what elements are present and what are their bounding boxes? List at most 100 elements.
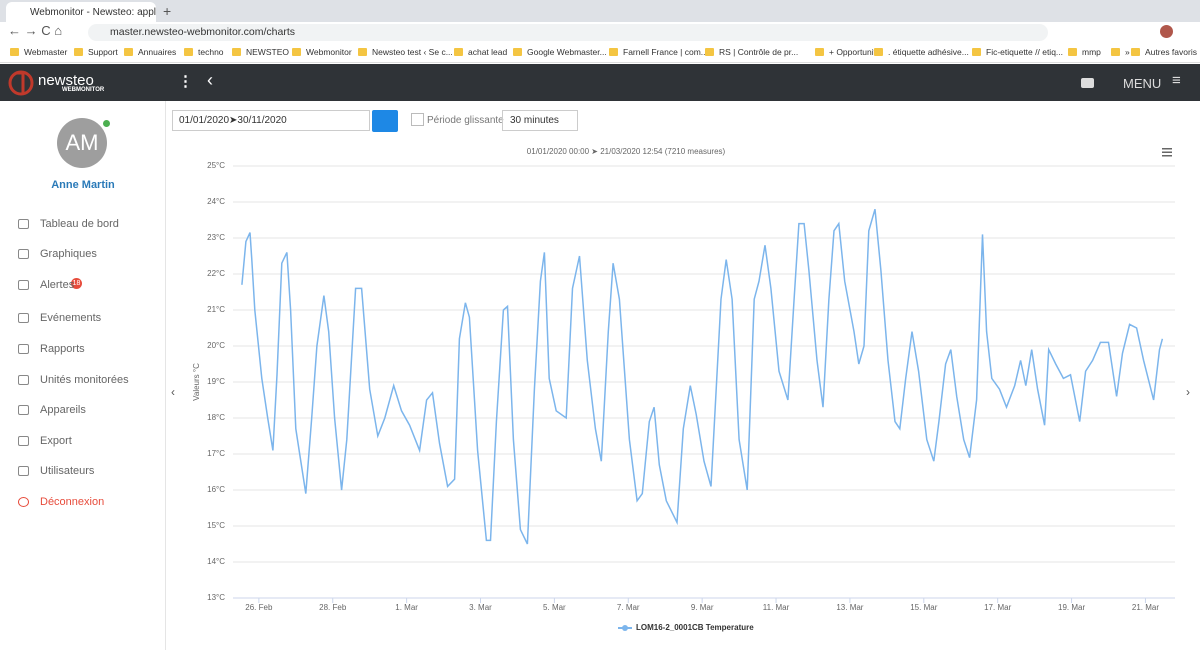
- menu-icon: [18, 375, 29, 385]
- menu-icon: [18, 344, 29, 354]
- x-tick-label: 3. Mar: [469, 603, 492, 612]
- x-tick-label: 26. Feb: [245, 603, 273, 612]
- youtube[interactable]: [1081, 78, 1094, 88]
- bookmark[interactable]: Autres favoris: [1131, 47, 1197, 57]
- bookmark[interactable]: Support: [74, 47, 118, 57]
- y-tick-label: 22°C: [207, 269, 225, 278]
- x-tick-label: 28. Feb: [319, 603, 347, 612]
- legend-label: LOM16-2_0001CB Temperature: [636, 623, 754, 632]
- bookmark[interactable]: achat lead: [454, 47, 507, 57]
- refresh-button[interactable]: [372, 110, 398, 132]
- menu-icon: [18, 219, 29, 229]
- checkbox[interactable]: [411, 113, 424, 126]
- y-tick-label: 24°C: [207, 197, 225, 206]
- bookmark[interactable]: Google Webmaster...: [513, 47, 607, 57]
- menu-item[interactable]: Evénements: [40, 312, 102, 324]
- menu-item[interactable]: Export: [40, 435, 72, 447]
- burger[interactable]: ≡: [1172, 72, 1181, 89]
- app-header: newsteo WEBMONITOR ⋮ ‹ MENU ≡: [0, 64, 1200, 101]
- x-tick-label: 17. Mar: [984, 603, 1011, 612]
- bookmark[interactable]: NEWSTEO: [232, 47, 289, 57]
- y-axis-label: Valeurs °C: [192, 363, 201, 401]
- menu-item[interactable]: Appareils: [40, 404, 86, 416]
- user-name[interactable]: Anne Martin: [51, 179, 115, 191]
- legend-marker: [622, 625, 628, 631]
- tab-bar: Webmonitor - Newsteo: applicati +: [0, 0, 1200, 22]
- y-tick-label: 18°C: [207, 413, 225, 422]
- menu-icon: [18, 497, 29, 507]
- y-tick-label: 21°C: [207, 305, 225, 314]
- url[interactable]: master.newsteo-webmonitor.com/charts: [88, 24, 1048, 41]
- y-tick-label: 25°C: [207, 161, 225, 170]
- bookmark[interactable]: . étiquette adhésive...: [874, 47, 969, 57]
- x-tick-label: 13. Mar: [836, 603, 863, 612]
- x-tick-label: 1. Mar: [395, 603, 418, 612]
- data-line: [241, 208, 1164, 545]
- x-tick-label: 15. Mar: [910, 603, 937, 612]
- x-tick-label: 9. Mar: [691, 603, 714, 612]
- menu-item[interactable]: Tableau de bord: [40, 218, 119, 230]
- avatar: AM: [57, 118, 107, 168]
- export-menu[interactable]: [1162, 148, 1172, 157]
- menu-item[interactable]: Unités monitorées: [40, 374, 129, 386]
- y-tick-label: 23°C: [207, 233, 225, 242]
- bookmarks-bar: Webmaster Support Annuaires techno NEWSTEO We…: [0, 42, 1200, 63]
- menu-icon: [18, 249, 29, 259]
- menu-icon: [18, 436, 29, 446]
- bookmark[interactable]: + Opportunité: [815, 47, 881, 57]
- profile[interactable]: [1160, 25, 1173, 38]
- x-tick-label: 7. Mar: [617, 603, 640, 612]
- sliding-label: Période glissante: [427, 115, 504, 126]
- alert-badge: 18: [71, 278, 82, 289]
- bookmark[interactable]: mmp: [1068, 47, 1101, 57]
- menu-icon: [18, 405, 29, 415]
- nav-buttons[interactable]: ← → C ⌂: [8, 23, 63, 38]
- menu-item[interactable]: Alertes: [40, 279, 75, 291]
- y-tick-label: 17°C: [207, 449, 225, 458]
- bookmark[interactable]: Fic-etiquette // etiq...: [972, 47, 1063, 57]
- bookmark[interactable]: RS | Contrôle de pr...: [705, 47, 798, 57]
- status-dot: [103, 120, 110, 127]
- bookmark[interactable]: Webmaster: [10, 47, 67, 57]
- bookmark[interactable]: »: [1111, 47, 1130, 57]
- y-tick-label: 19°C: [207, 377, 225, 386]
- chart-subtitle: 01/01/2020 00:00 ➤ 21/03/2020 12:54 (721…: [527, 147, 726, 156]
- x-tick-label: 5. Mar: [543, 603, 566, 612]
- logo-sub: WEBMONITOR: [62, 87, 105, 93]
- menu-icon: [18, 280, 29, 290]
- address-bar: ← → C ⌂ master.newsteo-webmonitor.com/ch…: [0, 22, 1200, 42]
- prev[interactable]: ‹: [171, 385, 175, 399]
- menu-item[interactable]: Utilisateurs: [40, 465, 95, 477]
- bookmark[interactable]: techno: [184, 47, 224, 57]
- logo: newsteo: [38, 72, 94, 89]
- bookmark[interactable]: Annuaires: [124, 47, 176, 57]
- bookmark[interactable]: Newsteo test ‹ Se c...: [358, 47, 453, 57]
- new-tab[interactable]: +: [163, 3, 172, 19]
- y-tick-label: 20°C: [207, 341, 225, 350]
- kebab[interactable]: ⋮: [178, 73, 193, 90]
- chart: 01/01/2020 00:00 ➤ 21/03/2020 12:54 (721…: [192, 147, 1175, 632]
- sidebar: AM Anne Martin 18 Tableau de bord Graphiq…: [0, 101, 166, 650]
- x-tick-label: 19. Mar: [1058, 603, 1085, 612]
- menu-icon: [18, 313, 29, 323]
- menu-item[interactable]: Graphiques: [40, 248, 97, 260]
- menu-icon: [18, 466, 29, 476]
- menu-item[interactable]: Rapports: [40, 343, 85, 355]
- y-tick-label: 13°C: [207, 593, 225, 602]
- y-tick-label: 15°C: [207, 521, 225, 530]
- date-range[interactable]: 01/01/2020➤30/11/2020: [172, 110, 370, 131]
- y-tick-label: 14°C: [207, 557, 225, 566]
- next[interactable]: ›: [1186, 385, 1190, 399]
- menu[interactable]: MENU: [1123, 76, 1162, 91]
- interval-select[interactable]: 30 minutes: [502, 110, 578, 131]
- menu-item[interactable]: Déconnexion: [40, 496, 105, 508]
- back[interactable]: ‹: [207, 70, 213, 90]
- tab[interactable]: Webmonitor - Newsteo: applicati: [6, 2, 156, 22]
- y-tick-label: 16°C: [207, 485, 225, 494]
- x-tick-label: 11. Mar: [763, 603, 790, 612]
- bookmark[interactable]: Farnell France | com...: [609, 47, 708, 57]
- logo-icon: [8, 70, 34, 96]
- bookmark[interactable]: Webmonitor: [292, 47, 352, 57]
- x-tick-label: 21. Mar: [1132, 603, 1159, 612]
